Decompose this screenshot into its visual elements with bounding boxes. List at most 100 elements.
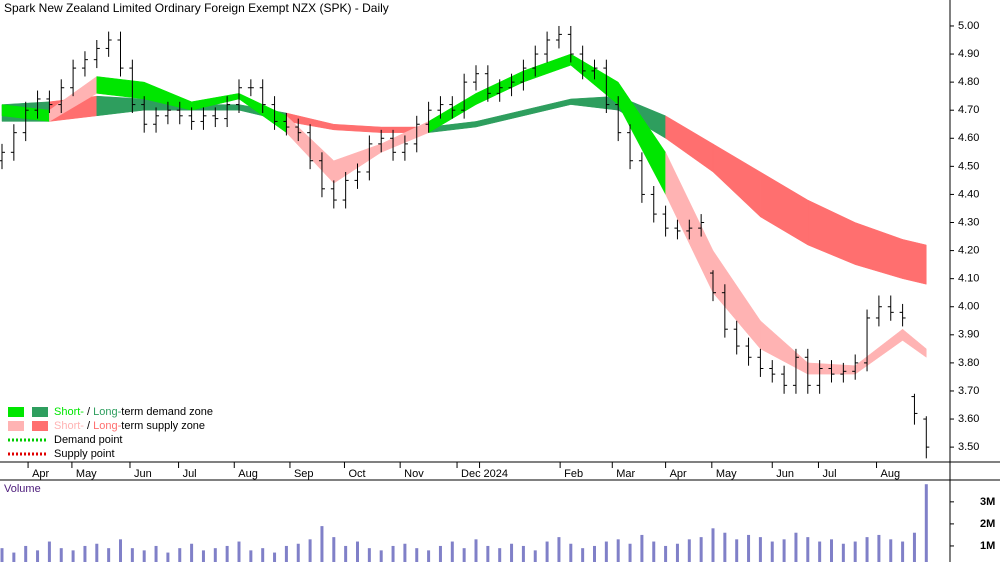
short-term-zone xyxy=(902,328,927,358)
long-term-zone xyxy=(854,222,903,279)
volume-bar xyxy=(569,543,573,562)
long-term-zone xyxy=(665,115,714,173)
volume-bar xyxy=(0,548,4,562)
volume-bar xyxy=(24,545,28,562)
long-term-zone xyxy=(807,199,856,265)
y-tick-label: 3.50 xyxy=(958,441,979,453)
legend-text: / xyxy=(84,406,93,418)
volume-bar xyxy=(190,543,194,562)
volume-bar xyxy=(474,539,478,562)
volume-bar xyxy=(237,541,241,562)
volume-bar xyxy=(498,548,502,562)
volume-bar xyxy=(853,541,857,562)
volume-bar xyxy=(308,539,312,562)
long-term-zone xyxy=(475,109,524,128)
y-tick-label: 5.00 xyxy=(958,20,979,32)
volume-bar xyxy=(166,552,170,562)
volume-bar xyxy=(604,541,608,562)
long-term-zone xyxy=(760,171,809,246)
volume-bar xyxy=(284,545,288,562)
volume-bar xyxy=(178,548,182,562)
volume-bar xyxy=(438,545,442,562)
long-term-zone xyxy=(333,123,382,133)
legend-text: Long- xyxy=(93,406,121,418)
short-term-zone xyxy=(854,328,903,375)
volume-bar xyxy=(628,543,632,562)
legend-text: term supply zone xyxy=(121,420,205,432)
volume-bar xyxy=(379,550,383,562)
volume-bar xyxy=(806,537,810,562)
y-tick-label: 3.60 xyxy=(958,413,979,425)
volume-bar xyxy=(47,541,51,562)
y-tick-label: 4.10 xyxy=(958,273,979,285)
chart-title: Spark New Zealand Limited Ordinary Forei… xyxy=(4,1,389,15)
volume-bar xyxy=(249,550,253,562)
volume-bar xyxy=(841,543,845,562)
volume-bar xyxy=(664,545,668,562)
volume-bar xyxy=(640,534,644,562)
volume-bar xyxy=(901,541,905,562)
legend-text: Short- xyxy=(54,406,84,418)
y-tick-label: 3.90 xyxy=(958,329,979,341)
volume-bar xyxy=(533,550,537,562)
legend-text: term demand zone xyxy=(121,406,213,418)
volume-bar xyxy=(107,548,111,562)
volume-bar xyxy=(652,541,656,562)
volume-bar xyxy=(486,545,490,562)
long-term-zone xyxy=(523,98,572,117)
y-tick-label: 4.70 xyxy=(958,104,979,116)
y-tick-label: 4.20 xyxy=(958,244,979,256)
legend-label: Short- / Long-term demand zone xyxy=(54,406,213,418)
volume-bar xyxy=(557,537,561,562)
legend-label: Short- / Long-term supply zone xyxy=(54,420,205,432)
volume-bar xyxy=(273,552,277,562)
x-tick-label: Oct xyxy=(348,468,365,480)
volume-bar xyxy=(699,537,703,562)
y-tick-label: 4.40 xyxy=(958,188,979,200)
legend-text: Long- xyxy=(93,420,121,432)
y-tick-label: 3.70 xyxy=(958,385,979,397)
x-tick-label: May xyxy=(716,468,737,480)
long-term-zone xyxy=(712,143,761,218)
volume-bar xyxy=(521,545,525,562)
volume-bar xyxy=(403,543,407,562)
volume-bar xyxy=(675,543,679,562)
x-tick-label: Sep xyxy=(294,468,314,480)
volume-bar xyxy=(830,539,833,562)
x-tick-label: May xyxy=(76,468,97,480)
legend-swatch xyxy=(32,407,48,417)
volume-tick-label: 3M xyxy=(980,496,995,508)
volume-bar xyxy=(735,539,739,562)
volume-bar xyxy=(320,526,324,562)
volume-bar xyxy=(415,548,419,562)
volume-bar xyxy=(818,541,822,562)
x-tick-label: Aug xyxy=(881,468,901,480)
volume-tick-label: 1M xyxy=(980,540,995,552)
x-tick-label: Jul xyxy=(183,468,197,480)
x-tick-label: Nov xyxy=(404,468,424,480)
volume-bar xyxy=(924,484,928,562)
y-tick-label: 4.60 xyxy=(958,132,979,144)
volume-bar xyxy=(213,548,217,562)
x-tick-label: Apr xyxy=(670,468,687,480)
volume-bar xyxy=(747,534,751,562)
volume-bar xyxy=(545,541,549,562)
volume-bar xyxy=(782,539,786,562)
legend-text: / xyxy=(84,420,93,432)
volume-label: Volume xyxy=(4,483,41,495)
x-tick-label: Jul xyxy=(822,468,836,480)
legend-label: Demand point xyxy=(54,434,123,446)
volume-bar xyxy=(296,543,300,562)
x-tick-label: Dec xyxy=(461,468,481,480)
volume-bar xyxy=(356,541,359,562)
legend-swatch xyxy=(32,421,48,431)
short-term-zone xyxy=(96,76,145,100)
volume-bar xyxy=(877,534,881,562)
volume-bar xyxy=(83,545,87,562)
volume-bar xyxy=(154,545,158,562)
volume-bar xyxy=(12,552,16,562)
volume-tick-label: 2M xyxy=(980,518,995,530)
y-tick-label: 4.50 xyxy=(958,160,979,172)
x-tick-label: Feb xyxy=(564,468,583,480)
